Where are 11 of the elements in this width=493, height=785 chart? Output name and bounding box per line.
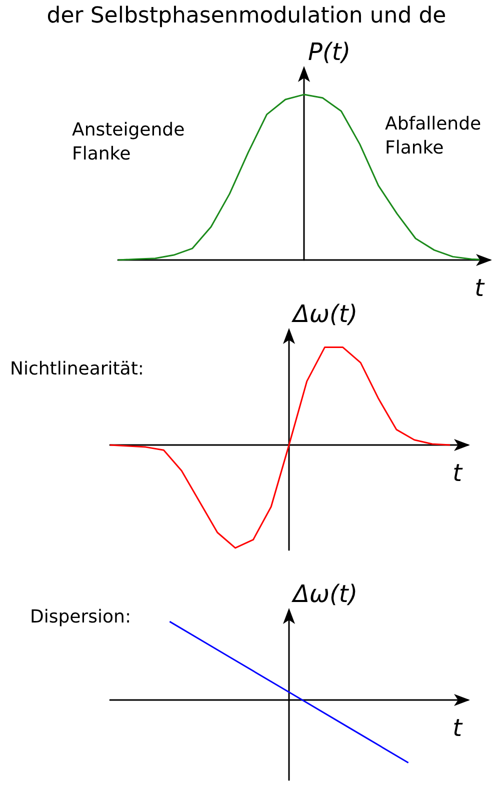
- y-axis-title: Δω(t): [291, 300, 358, 328]
- annotation: Dispersion:: [30, 606, 132, 628]
- y-axis-title: P(t): [308, 38, 351, 66]
- annotation: Ansteigende Flanke: [72, 120, 185, 164]
- annotation: Nichtlinearität:: [10, 358, 144, 380]
- x-axis-title: t: [452, 459, 464, 487]
- annotation: Abfallende Flanke: [385, 114, 482, 158]
- chart-title: der Selbstphasenmodulation und de: [46, 4, 446, 28]
- x-axis-title: t: [452, 714, 464, 742]
- y-axis-title: Δω(t): [291, 580, 358, 608]
- x-axis-title: t: [474, 274, 486, 302]
